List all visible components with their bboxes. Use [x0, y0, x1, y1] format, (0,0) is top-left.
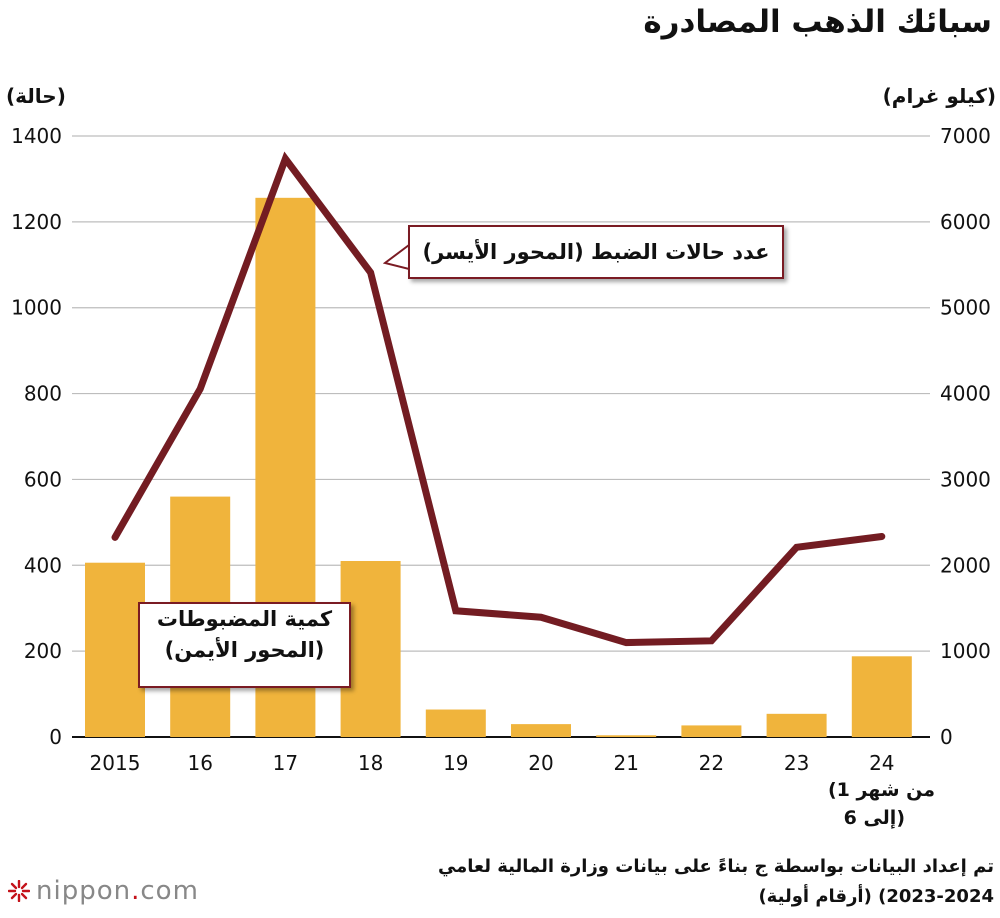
bar [511, 724, 571, 737]
category-label: 21 [613, 751, 638, 775]
category-label: 18 [358, 751, 383, 775]
note-line-1: (من شهر 1 [828, 779, 935, 801]
right-axis-tick: 4000 [940, 382, 991, 406]
right-axis-tick: 6000 [940, 210, 991, 234]
logo-text: nippon.com [36, 876, 199, 906]
bar [681, 725, 742, 737]
logo-dot: . [131, 876, 141, 906]
category-label: 24 [869, 751, 894, 775]
right-axis-unit: (كيلو غرام) [882, 84, 996, 108]
right-axis-tick: 1000 [940, 639, 991, 663]
category-label: 22 [699, 751, 724, 775]
category-labels: 2015 16 17 18 19 20 21 22 23 24 [90, 751, 895, 775]
line-series-callout: عدد حالات الضبط (المحور الأيسر) [408, 225, 784, 279]
callout-pointer-icon [383, 243, 410, 271]
chart-title: سبائك الذهب المصادرة [643, 4, 992, 40]
bar [766, 713, 827, 737]
source-line-2: 2023-2024) (أرقام أولية) [758, 886, 994, 907]
bar [851, 656, 912, 737]
left-axis-tick: 200 [24, 639, 62, 663]
bar-callout-line-1: كمية المضبوطات [156, 607, 333, 631]
category-label: 2015 [90, 751, 141, 775]
line-series-callout-text: عدد حالات الضبط (المحور الأيسر) [422, 239, 770, 264]
left-axis-unit: (حالة) [6, 84, 66, 108]
right-axis-tick: 5000 [940, 296, 991, 320]
category-label: 16 [187, 751, 212, 775]
left-axis-tick: 800 [24, 382, 62, 406]
bar [85, 562, 145, 737]
right-axis-tick: 2000 [940, 553, 991, 577]
left-axis-tick: 0 [49, 725, 62, 749]
category-label: 20 [528, 751, 553, 775]
left-axis-tick: 400 [24, 553, 62, 577]
line-series [111, 151, 886, 647]
right-axis-tick: 3000 [940, 467, 991, 491]
nippon-burst-icon [8, 880, 30, 902]
nippon-logo: nippon.com [8, 876, 199, 906]
left-axis-tick: 1000 [11, 296, 62, 320]
source-note: تم إعداد البيانات بواسطة ج بناءً على بيا… [438, 852, 994, 912]
logo-name: nippon [36, 876, 132, 906]
bar [596, 735, 657, 737]
left-axis-tick: 1200 [11, 210, 62, 234]
source-line-1: تم إعداد البيانات بواسطة ج بناءً على بيا… [437, 856, 994, 877]
line-path [111, 151, 886, 647]
bar-callout-line-2: (المحور الأيمن) [164, 638, 325, 662]
right-axis-tick: 7000 [940, 124, 991, 148]
category-label: 23 [784, 751, 809, 775]
left-axis-tick: 600 [24, 467, 62, 491]
axis-ticks: 0 200 400 600 800 1000 1200 1400 0 1000 2000 3000 40… [11, 124, 991, 749]
bar [425, 709, 486, 737]
logo-tld: com [140, 876, 199, 906]
category-label: 17 [273, 751, 298, 775]
left-axis-tick: 1400 [11, 124, 62, 148]
right-axis-tick: 0 [940, 725, 953, 749]
note-line-2: إلى 6) [844, 807, 905, 829]
bar-series-callout: كمية المضبوطات (المحور الأيمن) [138, 602, 351, 688]
category-label: 19 [443, 751, 468, 775]
last-category-note: (من شهر 1 إلى 6) [828, 779, 935, 829]
